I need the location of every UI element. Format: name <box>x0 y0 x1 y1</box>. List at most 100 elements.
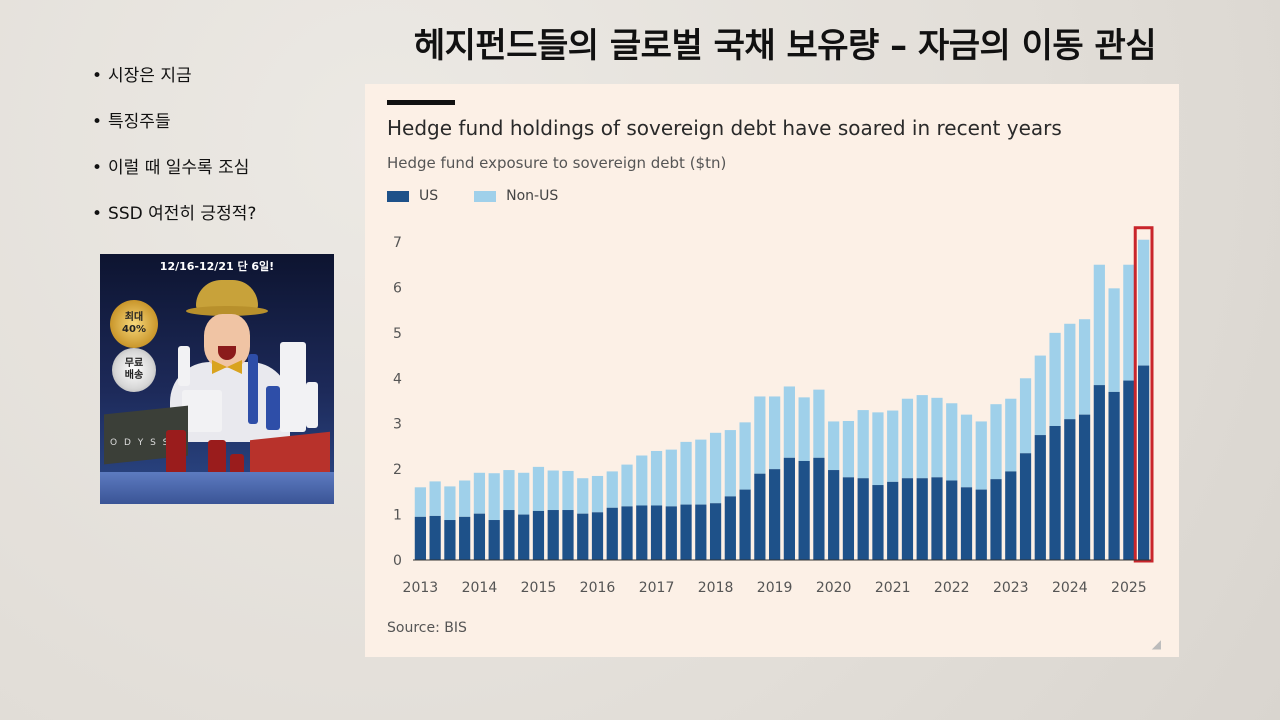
bar-non-us <box>1078 319 1091 415</box>
y-tick-label: 2 <box>393 462 402 478</box>
discount-badge: 최대 40% <box>110 300 158 348</box>
bar-us <box>429 515 441 560</box>
bar-us <box>606 507 618 560</box>
bullet-item: • 이럴 때 일수록 조심 <box>92 156 256 202</box>
bar-non-us <box>724 430 736 497</box>
bar-non-us <box>1108 288 1120 392</box>
bullet-item: • 시장은 지금 <box>92 64 256 110</box>
bar-non-us <box>532 466 545 511</box>
bullet-item: • 특징주들 <box>92 110 256 156</box>
bar-non-us <box>901 398 914 479</box>
title-accent-bar <box>387 100 455 105</box>
bar-non-us <box>518 472 530 515</box>
bar-us <box>1064 419 1076 560</box>
bar-us <box>591 512 604 560</box>
bar-non-us <box>473 472 486 514</box>
y-tick-label: 6 <box>393 280 402 296</box>
bar-us <box>975 489 987 560</box>
bar-non-us <box>636 455 648 506</box>
bar-non-us <box>665 449 677 507</box>
bar-non-us <box>754 396 766 474</box>
bar-us <box>916 478 928 560</box>
bar-us <box>946 480 958 560</box>
bar-us <box>665 506 677 560</box>
x-tick-label: 2020 <box>816 580 852 596</box>
bar-us <box>1123 380 1135 560</box>
bar-non-us <box>606 471 618 508</box>
bar-non-us <box>960 414 973 488</box>
bar-non-us <box>621 464 633 507</box>
bar-us <box>459 516 471 560</box>
legend-swatch-non-us <box>474 190 497 202</box>
presenter-hat-brim <box>186 306 268 316</box>
chart-source: Source: BIS <box>387 620 467 636</box>
product-bottle <box>166 430 186 474</box>
x-tick-label: 2016 <box>580 580 616 596</box>
bar-non-us <box>459 480 471 517</box>
bar-non-us <box>1034 355 1046 436</box>
bar-non-us <box>503 470 515 511</box>
bar-non-us <box>842 420 855 478</box>
bar-us <box>1078 414 1091 560</box>
bar-us <box>990 479 1002 560</box>
bar-non-us <box>591 475 604 513</box>
chart-plot: 0 1 2 3 4 5 6 7 2013 2014 2015 2016 2017 2018 2019 2020… <box>393 226 1154 596</box>
product-bottle <box>230 454 244 476</box>
product-bottle <box>280 342 306 432</box>
legend-swatch-us <box>387 190 409 202</box>
bar-non-us <box>1005 398 1017 472</box>
chart-subtitle: Hedge fund exposure to sovereign debt ($… <box>387 154 727 172</box>
y-tick-label: 7 <box>393 235 402 251</box>
legend-label-us: US <box>419 188 439 204</box>
bar-us <box>518 514 530 560</box>
highlight-box <box>1133 226 1154 563</box>
bar-us <box>621 506 633 560</box>
bar-non-us <box>429 481 441 516</box>
bar-us <box>798 460 810 560</box>
bar-non-us <box>857 410 869 479</box>
bar-non-us <box>1138 239 1150 366</box>
advertisement-banner[interactable]: 12/16-12/21 단 6일! 최대 40% 무료 배송 O D Y S S… <box>100 254 334 504</box>
bar-us <box>1019 453 1032 560</box>
bullet-item: • SSD 여전히 긍정적? <box>92 202 256 248</box>
y-tick-label: 1 <box>393 508 402 524</box>
discount-badge-line1: 최대 <box>124 312 144 323</box>
bar-non-us <box>1064 323 1076 420</box>
bar-us <box>1049 425 1061 560</box>
x-tick-label: 2015 <box>521 580 557 596</box>
product-bottle <box>208 440 226 474</box>
bar-non-us <box>1019 378 1032 454</box>
bar-non-us <box>931 397 943 478</box>
product-bottle <box>266 386 280 430</box>
bar-us <box>754 473 766 560</box>
x-tick-label: 2023 <box>993 580 1029 596</box>
bullet-dot: • <box>92 204 103 224</box>
x-tick-label: 2017 <box>639 580 675 596</box>
gift-box-text: O D Y S S E <box>110 438 183 448</box>
resize-corner-icon: ◢ <box>1151 637 1161 651</box>
bar-non-us <box>1093 264 1105 386</box>
bar-us <box>1093 385 1105 560</box>
product-bottle <box>178 346 190 386</box>
bar-us <box>1138 365 1150 560</box>
slide-title: 헤지펀드들의 글로벌 국채 보유량 – 자금의 이동 관심 <box>413 26 1157 66</box>
free-shipping-badge: 무료 배송 <box>112 348 156 392</box>
x-tick-label: 2013 <box>403 580 439 596</box>
x-tick-label: 2024 <box>1052 580 1088 596</box>
bar-non-us <box>680 441 692 505</box>
chart-legend: US Non-US <box>387 188 594 204</box>
y-tick-label: 4 <box>393 371 402 387</box>
display-stage <box>100 472 334 504</box>
bar-us <box>695 504 707 560</box>
bar-us <box>1108 391 1120 560</box>
bar-non-us <box>916 395 928 479</box>
bar-non-us <box>695 439 707 505</box>
bar-us <box>783 457 795 560</box>
y-tick-label: 3 <box>393 417 402 433</box>
bar-us <box>444 520 456 560</box>
bullet-text: 특징주들 <box>108 112 171 132</box>
bar-us <box>488 520 500 560</box>
bar-us <box>887 481 899 560</box>
x-tick-label: 2021 <box>875 580 911 596</box>
bar-us <box>547 510 559 560</box>
